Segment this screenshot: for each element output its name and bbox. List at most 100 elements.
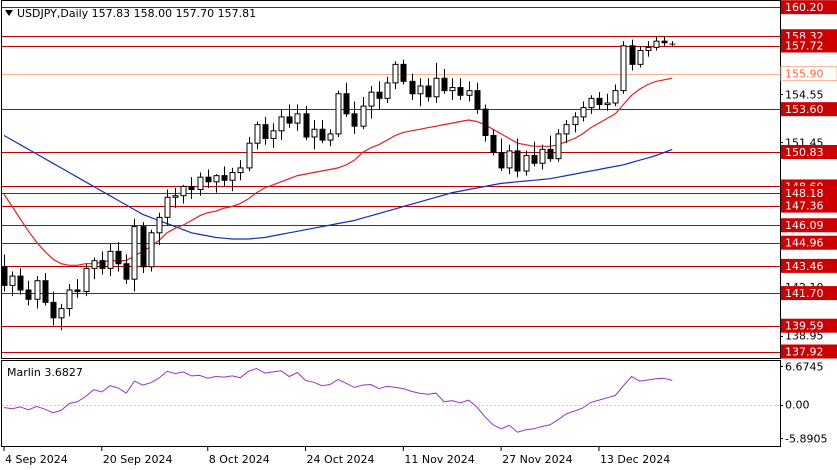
candle-body (547, 148, 554, 160)
price-label: 153.60 (785, 103, 824, 116)
candle-body (148, 232, 155, 268)
candle (588, 95, 595, 114)
candle-body (498, 151, 505, 169)
price-label-bg (781, 0, 837, 15)
candle (42, 273, 49, 306)
candle-body (563, 124, 570, 135)
candle (523, 150, 530, 176)
price-label: 137.92 (785, 346, 824, 359)
candle (335, 90, 342, 137)
candle-body (588, 97, 595, 109)
price-label-bg (781, 235, 837, 250)
candle-body (58, 308, 65, 319)
candle-body (645, 46, 652, 51)
candle-body (555, 133, 562, 160)
main-pane-border (1, 0, 781, 359)
candle (637, 45, 644, 68)
candle-body (661, 40, 668, 44)
price-label-bg (781, 38, 837, 53)
time-axis: 4 Sep 2024 20 Sep 2024 8 Oct 2024 24 Oct 20… (3, 447, 670, 466)
ma-slow-line (3, 134, 673, 240)
candle (563, 120, 570, 144)
candle-body (66, 289, 73, 310)
candle (107, 243, 114, 277)
price-label: 160.20 (785, 1, 824, 14)
candle (303, 106, 310, 141)
candle (417, 78, 424, 107)
candle-body (596, 97, 603, 106)
candle-body (107, 250, 114, 269)
candle-body (531, 155, 538, 164)
candle (629, 39, 636, 71)
candle-body (523, 155, 530, 172)
candle-body (629, 45, 636, 65)
candle (466, 81, 473, 102)
candle-body (653, 40, 660, 48)
candle-body (25, 289, 32, 300)
candle (376, 81, 383, 110)
candle-body (457, 87, 464, 96)
price-label-bg (781, 286, 837, 301)
price-plot (1, 7, 780, 353)
candle (400, 59, 407, 85)
candle (384, 76, 391, 103)
candle (156, 212, 163, 246)
candle-body (9, 275, 16, 286)
candle (172, 188, 179, 209)
candle-body (343, 93, 350, 115)
candle (66, 283, 73, 317)
collapse-triangle-icon[interactable] (5, 10, 13, 16)
price-label: 146.09 (785, 219, 824, 232)
candle-body (335, 93, 342, 135)
candle (74, 279, 81, 298)
candle (286, 104, 293, 128)
time-label: 13 Dec 2024 (600, 453, 670, 466)
candle-body (425, 85, 432, 98)
price-label: 148.18 (785, 187, 824, 200)
osc-axis-label: -5.8905 (785, 432, 827, 445)
candle-body (572, 116, 579, 126)
candle (246, 137, 253, 171)
candle-body (278, 116, 285, 132)
candle (25, 280, 32, 306)
candle-body (490, 134, 497, 153)
candle (555, 129, 562, 162)
price-label: 141.70 (785, 287, 824, 300)
candle (229, 167, 236, 192)
candle (449, 78, 456, 100)
candle (205, 169, 212, 188)
candle-body (441, 77, 448, 92)
osc-axis-label: 0.00 (785, 399, 810, 412)
time-label: 8 Oct 2024 (209, 453, 270, 466)
candle (368, 86, 375, 119)
price-label: 139.59 (785, 320, 824, 333)
candle (148, 229, 155, 272)
candle (580, 101, 587, 122)
candle (661, 36, 668, 46)
price-label-bg (781, 185, 837, 200)
candle-body (384, 82, 391, 99)
candle-body (351, 113, 358, 127)
candle-body (514, 150, 521, 172)
candle-body (311, 128, 318, 138)
candle (441, 69, 448, 94)
price-axis: 138.95142.10151.45154.55160.20158.32157.… (780, 0, 837, 445)
candle (123, 254, 130, 284)
candle (514, 138, 521, 178)
candle-body (254, 124, 261, 144)
candle (188, 177, 195, 199)
candle (213, 174, 220, 193)
candle-body (172, 195, 179, 198)
candle (278, 109, 285, 141)
candle (237, 160, 244, 181)
candle-body (506, 150, 513, 169)
candle-body (392, 63, 399, 84)
candle (270, 123, 277, 148)
candle-body (1, 266, 8, 286)
price-label: 147.36 (785, 200, 824, 213)
candle-body (539, 148, 546, 164)
candle (140, 222, 147, 273)
candle (604, 93, 611, 111)
candle (547, 135, 554, 162)
candle-body (433, 77, 440, 98)
